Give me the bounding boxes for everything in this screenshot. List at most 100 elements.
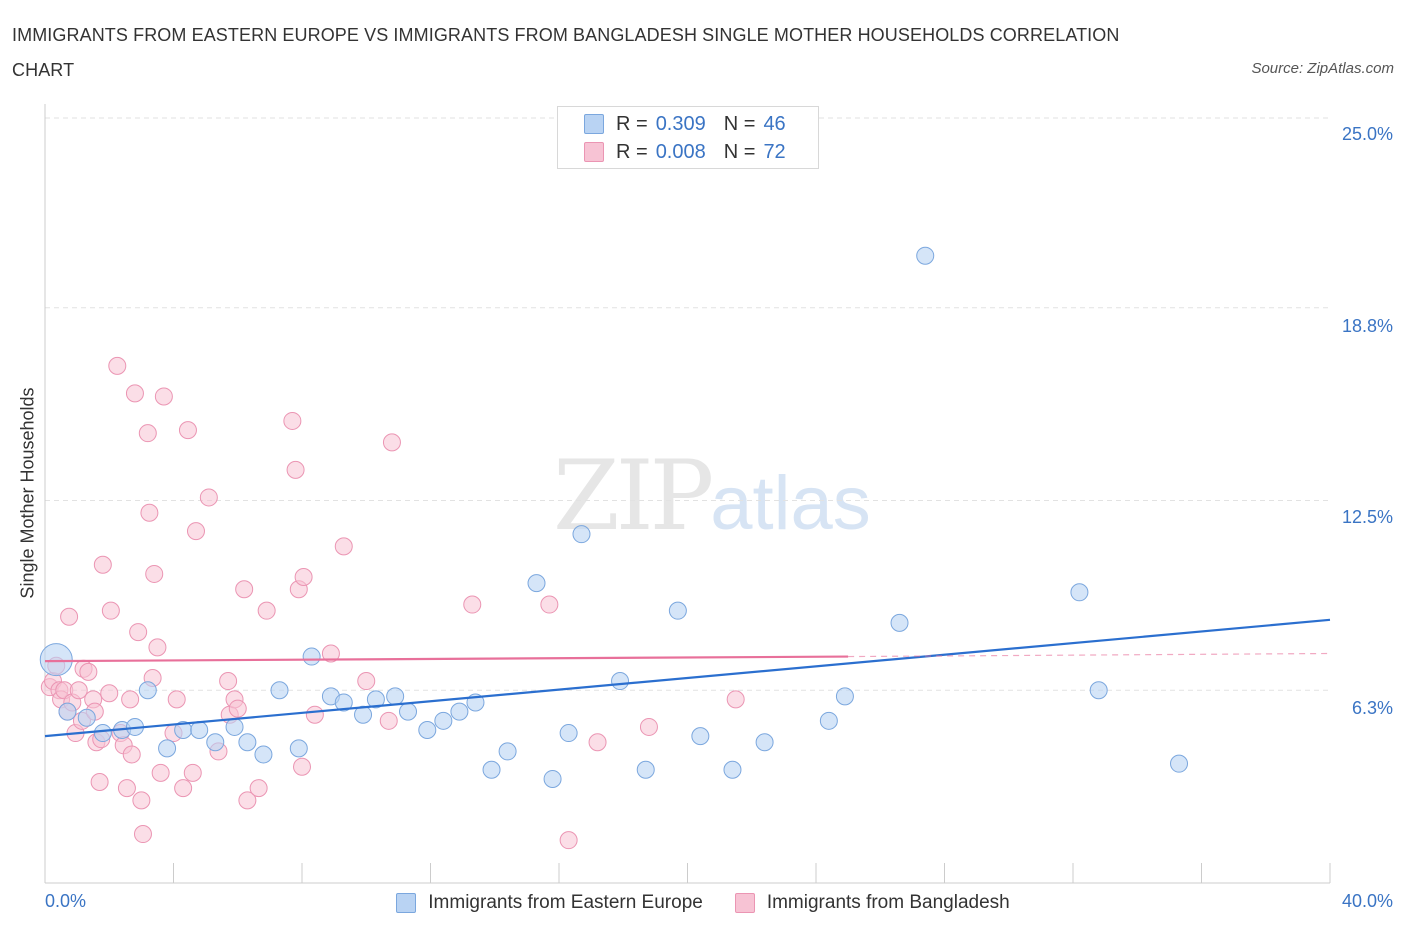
y-tick-label: 25.0% [1341, 124, 1393, 144]
legend-item-eastern-europe: Immigrants from Eastern Europe [396, 892, 703, 914]
data-point-eastern-europe [418, 721, 437, 739]
data-point-bangladesh [167, 690, 186, 709]
data-point-bangladesh [286, 460, 305, 479]
r-label: R = [616, 112, 648, 135]
data-point-eastern-europe [302, 647, 321, 666]
data-point-eastern-europe [93, 724, 112, 743]
data-point-bangladesh [154, 387, 173, 406]
data-point-eastern-europe [498, 742, 517, 761]
y-tick-label: 18.8% [1341, 316, 1393, 336]
data-point-eastern-europe [366, 690, 385, 709]
watermark-atlas: atlas [710, 461, 871, 546]
data-point-bangladesh [69, 681, 88, 700]
data-point-eastern-europe [77, 708, 96, 727]
data-point-eastern-europe [434, 711, 453, 730]
bangladesh-points [40, 356, 745, 850]
data-point-eastern-europe [238, 733, 257, 752]
data-point-bangladesh [151, 763, 170, 782]
data-point-bangladesh [132, 791, 151, 810]
data-point-eastern-europe [354, 705, 373, 724]
data-point-eastern-europe [527, 574, 546, 593]
data-point-bangladesh [357, 672, 376, 691]
data-point-bangladesh [129, 623, 148, 642]
data-point-bangladesh [117, 779, 136, 798]
data-point-eastern-europe [611, 672, 630, 691]
data-point-bangladesh [588, 733, 607, 752]
data-point-eastern-europe [206, 733, 225, 752]
data-point-eastern-europe [691, 727, 710, 746]
data-point-eastern-europe [916, 246, 935, 265]
n-label: N = [723, 112, 756, 135]
data-point-eastern-europe [158, 739, 177, 758]
trend-lines [44, 618, 1331, 738]
data-point-eastern-europe [334, 693, 353, 712]
data-point-eastern-europe [58, 702, 77, 721]
data-point-eastern-europe [270, 681, 289, 700]
data-point-bangladesh [178, 421, 197, 440]
data-point-bangladesh [305, 705, 324, 724]
data-point-bangladesh [121, 690, 140, 709]
data-point-bangladesh [463, 595, 482, 614]
legend-swatch-blue [584, 114, 604, 134]
data-point-eastern-europe [572, 525, 591, 544]
n-value: 46 [763, 112, 786, 135]
trend-extension-bangladesh [848, 652, 1331, 658]
data-point-bangladesh [726, 690, 745, 709]
data-point-bangladesh [228, 699, 247, 718]
data-point-eastern-europe [386, 687, 405, 706]
data-point-eastern-europe [1170, 754, 1189, 773]
data-point-eastern-europe [39, 643, 73, 677]
data-point-bangladesh [334, 537, 353, 556]
data-point-bangladesh [90, 773, 109, 792]
data-point-bangladesh [100, 684, 119, 703]
axes [44, 104, 1331, 884]
data-point-bangladesh [140, 503, 159, 522]
data-point-eastern-europe [482, 760, 501, 779]
data-point-bangladesh [321, 644, 340, 663]
data-point-bangladesh [249, 779, 268, 798]
data-point-bangladesh [235, 580, 254, 599]
y-tick-label: 12.5% [1341, 507, 1393, 527]
data-point-bangladesh [93, 555, 112, 574]
data-point-bangladesh [108, 356, 127, 375]
legend-row-bangladesh: R = 0.008 N = 72 [584, 140, 804, 164]
data-point-eastern-europe [254, 745, 273, 764]
legend-label: Immigrants from Bangladesh [766, 892, 1010, 913]
correlation-legend: R = 0.309 N = 46 R = 0.008 N = 72 [557, 106, 819, 169]
chart-title: IMMIGRANTS FROM EASTERN EUROPE VS IMMIGR… [12, 25, 1120, 80]
legend-row-eastern-europe: R = 0.309 N = 46 [584, 112, 804, 136]
data-point-bangladesh [79, 662, 98, 681]
r-value: 0.008 [655, 140, 706, 163]
trend-line-eastern-europe [44, 618, 1331, 738]
legend-swatch-blue [396, 893, 417, 913]
data-point-eastern-europe [399, 702, 418, 721]
series-legend: Immigrants from Eastern Europe Immigrant… [0, 888, 1406, 918]
data-point-eastern-europe [559, 724, 578, 743]
r-value: 0.309 [655, 112, 706, 135]
data-point-bangladesh [283, 411, 302, 430]
data-point-bangladesh [183, 763, 202, 782]
data-point-eastern-europe [225, 717, 244, 736]
data-point-bangladesh [219, 672, 238, 691]
y-axis-label: Single Mother Households [17, 387, 38, 599]
data-point-eastern-europe [835, 687, 854, 706]
data-point-bangladesh [122, 745, 141, 764]
data-point-eastern-europe [138, 681, 157, 700]
data-point-bangladesh [60, 607, 79, 626]
data-point-bangladesh [293, 757, 311, 776]
data-point-eastern-europe [190, 721, 209, 739]
x-tick-label: 40.0% [1341, 891, 1393, 911]
data-point-bangladesh [138, 424, 157, 443]
data-point-bangladesh [639, 717, 658, 736]
data-point-bangladesh [559, 831, 578, 850]
eastern-europe-points [39, 246, 1189, 788]
data-point-eastern-europe [755, 733, 774, 752]
data-point-bangladesh [238, 791, 257, 810]
data-point-eastern-europe [1070, 583, 1089, 602]
data-point-eastern-europe [450, 702, 469, 721]
n-value: 72 [763, 140, 786, 163]
data-point-eastern-europe [543, 769, 562, 788]
data-point-bangladesh [145, 564, 164, 583]
grid-lines [45, 117, 1330, 691]
